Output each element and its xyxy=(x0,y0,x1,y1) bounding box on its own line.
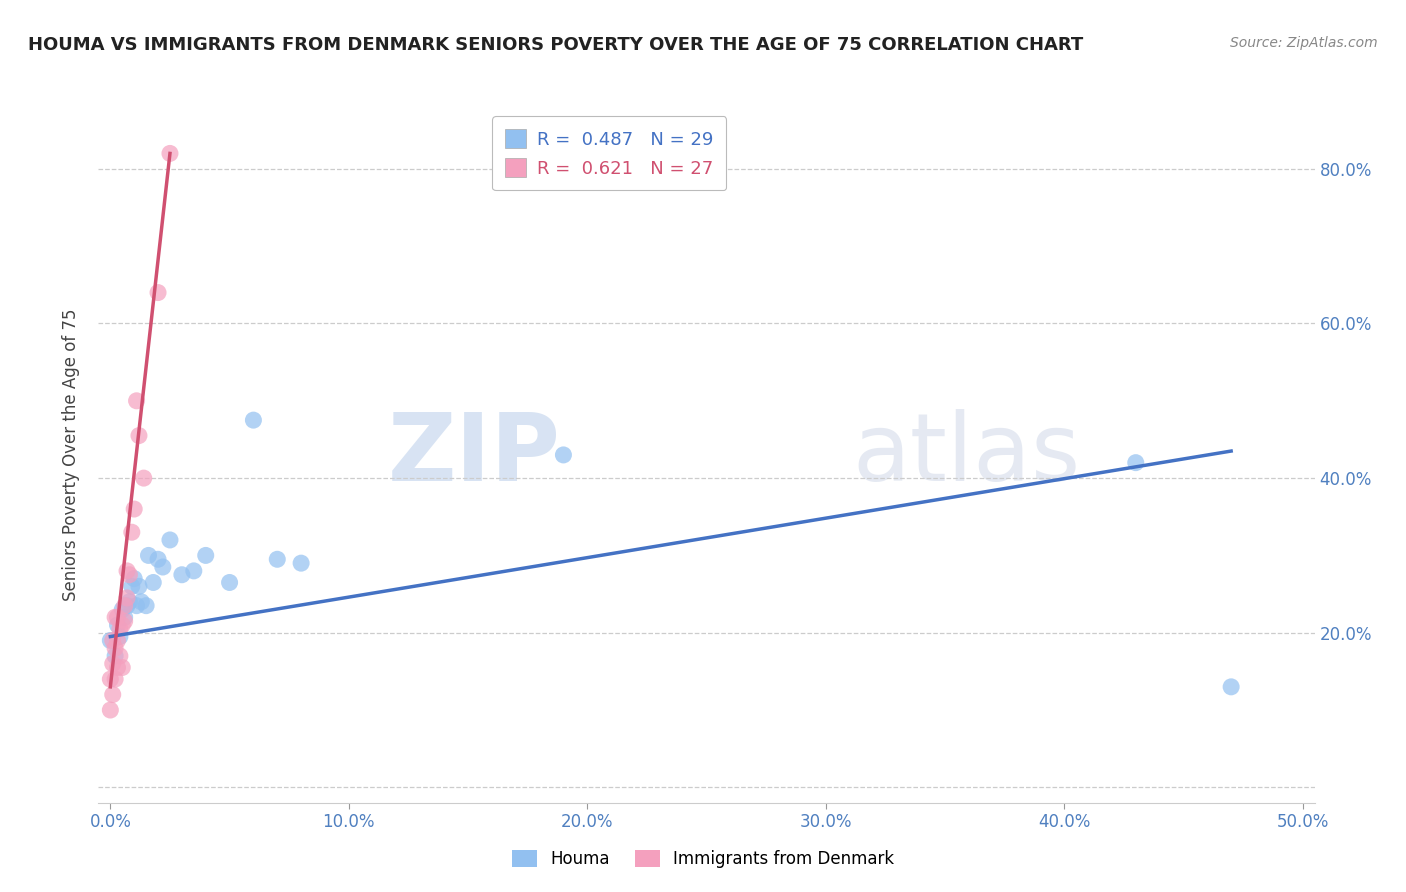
Point xyxy=(1125,456,1147,470)
Point xyxy=(122,572,145,586)
Point xyxy=(101,633,124,648)
Point xyxy=(131,595,153,609)
Point xyxy=(125,599,148,613)
Point xyxy=(114,610,136,624)
Point xyxy=(101,657,124,671)
Point xyxy=(266,552,288,566)
Point xyxy=(108,630,131,644)
Point xyxy=(107,660,129,674)
Point xyxy=(170,567,193,582)
Point xyxy=(159,533,181,547)
Text: ZIP: ZIP xyxy=(388,409,561,501)
Point xyxy=(553,448,575,462)
Point xyxy=(111,602,134,616)
Point xyxy=(132,471,155,485)
Y-axis label: Seniors Poverty Over the Age of 75: Seniors Poverty Over the Age of 75 xyxy=(62,309,80,601)
Point xyxy=(108,622,131,636)
Text: HOUMA VS IMMIGRANTS FROM DENMARK SENIORS POVERTY OVER THE AGE OF 75 CORRELATION : HOUMA VS IMMIGRANTS FROM DENMARK SENIORS… xyxy=(28,36,1084,54)
Point xyxy=(104,610,127,624)
Point xyxy=(128,428,150,442)
Point xyxy=(111,660,134,674)
Point xyxy=(98,672,121,686)
Point xyxy=(114,599,136,613)
Point xyxy=(108,648,131,663)
Point xyxy=(118,595,141,609)
Point xyxy=(142,575,165,590)
Point xyxy=(125,393,148,408)
Point xyxy=(104,641,127,656)
Text: atlas: atlas xyxy=(852,409,1081,501)
Point xyxy=(135,599,157,613)
Point xyxy=(115,591,138,605)
Point xyxy=(146,285,169,300)
Point xyxy=(107,610,129,624)
Point xyxy=(115,599,138,613)
Point xyxy=(128,579,150,593)
Point xyxy=(146,552,169,566)
Point xyxy=(115,564,138,578)
Legend: Houma, Immigrants from Denmark: Houma, Immigrants from Denmark xyxy=(505,843,901,875)
Point xyxy=(152,560,174,574)
Point xyxy=(114,614,136,628)
Point xyxy=(118,567,141,582)
Point xyxy=(242,413,264,427)
Point xyxy=(183,564,205,578)
Point xyxy=(194,549,217,563)
Point xyxy=(290,556,312,570)
Point xyxy=(111,618,134,632)
Point xyxy=(159,146,181,161)
Point xyxy=(98,633,121,648)
Legend: R =  0.487   N = 29, R =  0.621   N = 27: R = 0.487 N = 29, R = 0.621 N = 27 xyxy=(492,116,727,190)
Point xyxy=(1220,680,1243,694)
Point xyxy=(121,579,143,593)
Point xyxy=(107,633,129,648)
Point xyxy=(218,575,240,590)
Point xyxy=(98,703,121,717)
Point xyxy=(101,688,124,702)
Point xyxy=(104,648,127,663)
Point xyxy=(138,549,160,563)
Point xyxy=(121,525,143,540)
Text: Source: ZipAtlas.com: Source: ZipAtlas.com xyxy=(1230,36,1378,50)
Point xyxy=(104,672,127,686)
Point xyxy=(122,502,145,516)
Point xyxy=(107,618,129,632)
